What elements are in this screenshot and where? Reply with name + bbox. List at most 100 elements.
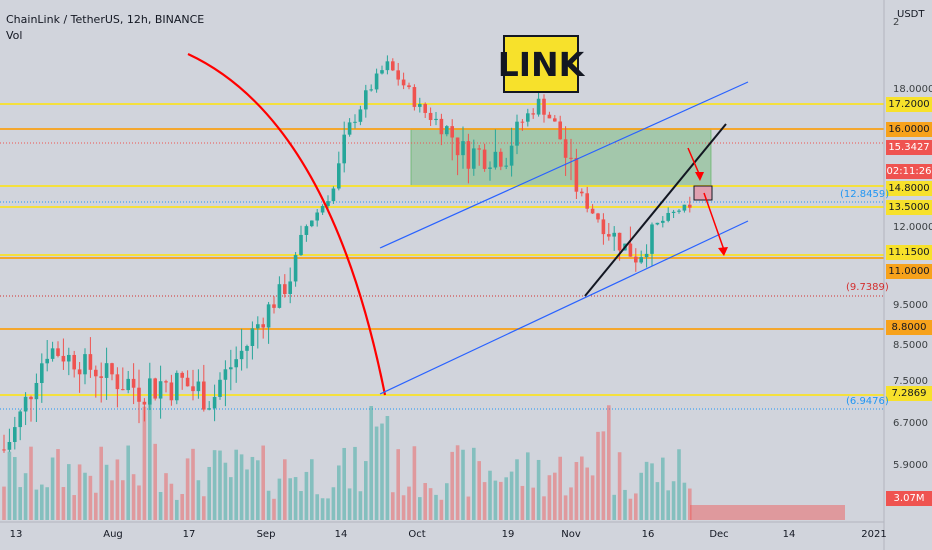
price-tick: 5.9000 <box>893 460 928 471</box>
candle-body <box>639 257 643 263</box>
volume-bar <box>439 499 444 520</box>
volume-bar <box>455 445 460 520</box>
volume-bar <box>13 457 17 520</box>
volume-bar <box>337 465 341 520</box>
volume-bar <box>396 449 400 520</box>
candle-body <box>218 379 222 397</box>
candle-body <box>23 396 28 412</box>
forecast-arrowhead <box>718 247 728 256</box>
volume-bar <box>18 487 22 520</box>
volume-bar <box>655 482 660 520</box>
candle-body <box>326 201 330 207</box>
candle-body <box>607 234 611 237</box>
volume-bar <box>623 489 627 520</box>
candle-body <box>320 206 325 213</box>
volume-bar <box>115 459 120 520</box>
candle-body <box>261 324 265 328</box>
date-tick: Aug <box>103 529 123 540</box>
candle-body <box>364 90 368 110</box>
volume-bar <box>434 494 438 520</box>
volume-bar <box>617 452 622 520</box>
volume-bar <box>277 478 282 520</box>
candle-body <box>536 98 541 115</box>
dotted-level-label: (6.9476) <box>846 396 889 407</box>
candle-body <box>515 121 519 146</box>
volume-bar <box>88 475 93 520</box>
volume-bar <box>310 459 314 520</box>
price-tag: 11.1500 <box>886 245 932 260</box>
candle-body <box>520 121 525 123</box>
candle-body <box>304 226 309 235</box>
volume-bar <box>175 499 179 520</box>
volume-bar <box>142 406 147 520</box>
candle-body <box>342 134 346 164</box>
volume-bar <box>488 470 492 520</box>
date-tick: 14 <box>334 529 348 540</box>
candle-body <box>450 126 454 138</box>
volume-bar <box>580 456 584 520</box>
volume-bar <box>590 475 595 520</box>
price-tick: 12.0000 <box>893 222 932 233</box>
candle-body <box>547 114 552 119</box>
candle-body <box>369 89 373 91</box>
price-tick: 18.0000 <box>893 84 932 95</box>
date-tick: 17 <box>182 529 196 540</box>
candle-body <box>542 98 546 115</box>
volume-bar <box>364 461 368 520</box>
volume-bar <box>223 462 228 520</box>
candle-body <box>531 113 535 115</box>
candle-body <box>423 103 427 113</box>
candle-body <box>628 243 633 257</box>
volume-bar <box>261 445 265 520</box>
volume-bar <box>407 486 411 520</box>
volume-bar <box>385 416 390 520</box>
candle-body <box>563 139 568 158</box>
volume-bar <box>418 497 422 520</box>
volume-bar <box>542 496 546 520</box>
volume-bar <box>250 456 255 520</box>
volume-bar <box>131 474 136 520</box>
volume-bar <box>320 498 325 520</box>
candle-body <box>634 256 638 263</box>
candle-body <box>126 378 130 391</box>
date-tick: 2021 <box>861 529 887 540</box>
candle-body <box>266 304 271 328</box>
volume-bar <box>77 464 82 520</box>
volume-bar <box>601 431 606 520</box>
price-tag: 15.3427 <box>886 140 932 155</box>
candle-body <box>56 348 60 356</box>
volume-bar <box>585 467 589 520</box>
volume-bar <box>272 498 276 520</box>
volume-bar <box>283 459 287 520</box>
volume-bar <box>158 491 163 520</box>
candle-body <box>148 378 152 405</box>
volume-bar <box>634 493 638 520</box>
candle-body <box>256 324 260 329</box>
volume-bar <box>99 446 103 520</box>
candle-body <box>439 118 444 135</box>
volume-bar <box>56 449 60 520</box>
forecast-arrow <box>687 147 701 177</box>
trend-line <box>584 123 727 297</box>
candle-body <box>121 389 125 391</box>
volume-bar <box>466 496 471 520</box>
volume-bar <box>520 485 525 520</box>
chart-title[interactable]: ChainLink / TetherUS, 12h, BINANCE <box>6 13 205 26</box>
candle-body <box>77 369 82 375</box>
forecast-box <box>693 185 713 201</box>
volume-bar <box>688 488 692 520</box>
candle-body <box>380 70 384 74</box>
volume-bar <box>639 472 643 520</box>
candle-body <box>596 213 600 220</box>
axis-unit[interactable]: USDT <box>897 9 925 20</box>
volume-bar <box>472 447 476 520</box>
volume-bar <box>574 462 579 520</box>
volume-bar <box>515 459 519 520</box>
candle-body <box>671 211 676 213</box>
candle-body <box>601 219 606 235</box>
volume-indicator-label[interactable]: Vol <box>6 29 23 42</box>
volume-bar <box>428 488 433 520</box>
candle-body <box>331 188 336 202</box>
candle-body <box>72 354 76 370</box>
